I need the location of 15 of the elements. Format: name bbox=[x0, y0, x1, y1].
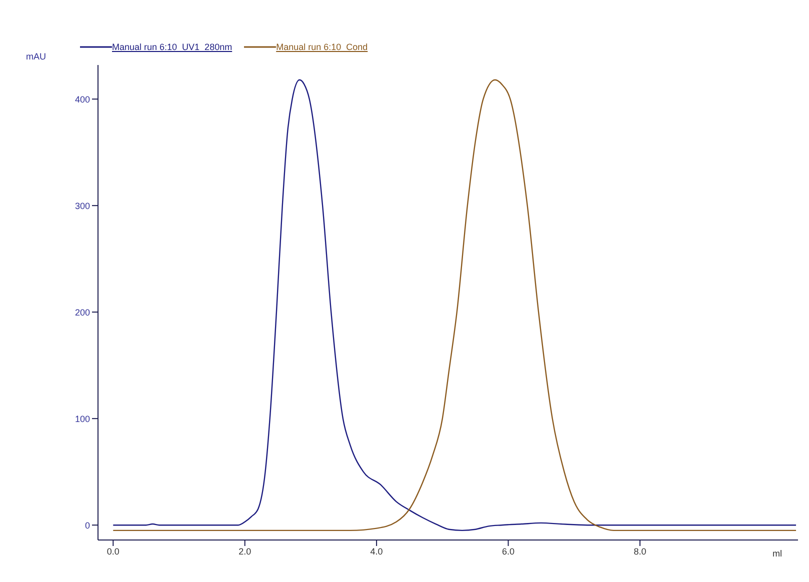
y-tick-label: 400 bbox=[74, 94, 90, 104]
y-tick-label: 100 bbox=[74, 414, 90, 424]
line-series bbox=[112, 79, 797, 532]
y-axis-title: mAU bbox=[26, 51, 46, 62]
y-tick-label: 0 bbox=[84, 520, 90, 530]
x-tick-label: 4.0 bbox=[370, 546, 383, 556]
x-tick-label: 8.0 bbox=[634, 546, 646, 556]
x-tick-label: 2.0 bbox=[238, 546, 252, 556]
legend-label: Manual run 6:10_UV1_280nm bbox=[112, 42, 232, 52]
x-tick-label: 0.0 bbox=[106, 546, 120, 556]
legend-label: Manual run 6:10_Cond bbox=[276, 42, 368, 52]
y-tick-label: 200 bbox=[74, 307, 90, 318]
y-tick-label: 300 bbox=[74, 200, 90, 211]
x-tick-label: 6.0 bbox=[502, 546, 515, 556]
x-axis-title: ml bbox=[772, 548, 782, 558]
